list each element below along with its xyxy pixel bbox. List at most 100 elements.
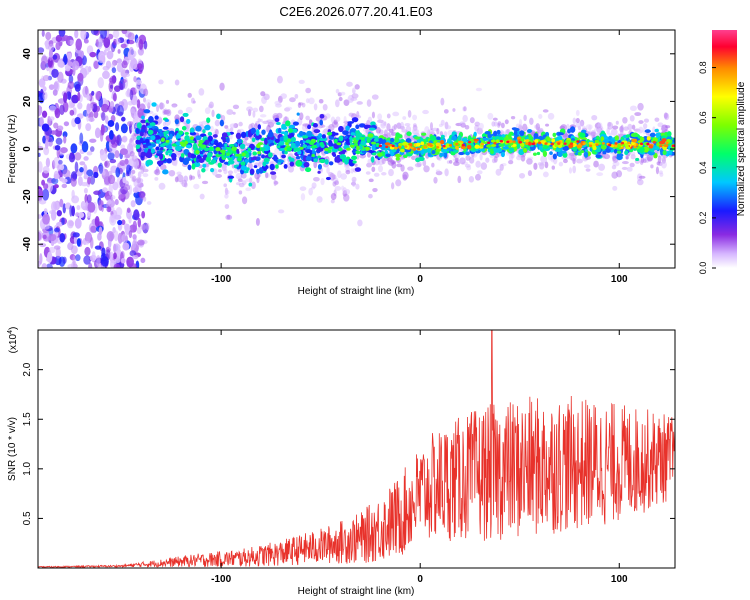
spectrogram-noise-blob	[45, 157, 51, 168]
spectrogram-halo-blob	[313, 176, 320, 182]
spectrogram-noise-blob	[98, 199, 104, 211]
spectrogram-noise-blob	[127, 40, 135, 45]
spectrogram-noise-blob	[120, 78, 127, 84]
spectrogram-peak-blob	[467, 140, 472, 144]
spectrogram-halo-blob	[350, 97, 358, 101]
spectrogram-band-blob	[139, 131, 144, 137]
spectrogram-band-blob	[349, 128, 357, 134]
spectrogram-peak-blob	[525, 142, 529, 145]
spectrogram-band-blob	[264, 139, 268, 146]
spectrogram-halo-blob	[354, 163, 358, 167]
spectrogram-noise-blob	[83, 255, 91, 265]
spectrogram-peak-blob	[461, 143, 465, 147]
spectrogram-halo-blob	[380, 121, 386, 127]
spectrogram-peak-blob	[378, 144, 382, 148]
spectrogram-band-blob	[304, 167, 312, 173]
spectrogram-noise-blob	[137, 217, 142, 228]
spectrogram-band-blob	[280, 131, 286, 135]
spectrogram-halo-blob	[607, 122, 614, 130]
spectrogram-noise-blob	[44, 138, 49, 150]
spectrogram-halo-blob	[650, 164, 654, 169]
spectrogram-core-blob	[398, 142, 403, 147]
spectrogram-core-blob	[367, 133, 374, 138]
spectrogram-core-blob	[208, 146, 214, 150]
spectrogram-band-blob	[465, 151, 470, 156]
spectrogram-noise-blob	[57, 60, 65, 68]
spectrogram-noise-blob	[63, 135, 67, 144]
spectrogram-halo-blob	[226, 109, 234, 116]
spectrogram-band-blob	[217, 162, 223, 168]
spectrogram-halo-blob	[625, 153, 629, 160]
spectrogram-halo-blob	[368, 193, 373, 199]
spectrogram-halo-blob	[174, 159, 178, 167]
spectrogram-core-blob	[324, 147, 329, 152]
spectrogram-band-blob	[552, 132, 557, 137]
spectrogram-halo-blob	[404, 123, 411, 127]
spectrogram-noise-blob	[136, 226, 142, 234]
spectrogram-halo-blob	[590, 130, 596, 135]
spectrogram-peak-blob	[429, 144, 433, 147]
spectrogram-noise-blob	[90, 225, 97, 233]
spectrogram-band-blob	[316, 146, 324, 152]
spectrogram-noise-blob	[55, 34, 62, 43]
spectrogram-halo-blob	[187, 92, 192, 98]
snr-x-ticks: -100 0 100	[211, 330, 628, 585]
spectrogram-halo-blob	[611, 165, 617, 170]
spectrogram-noise-blob	[74, 152, 82, 161]
spectrogram-halo-blob	[453, 161, 460, 167]
spectrogram-core-blob	[313, 158, 318, 163]
spectrogram-peak-blob	[601, 142, 605, 145]
spectrogram-peak-blob	[646, 142, 650, 146]
spectrogram-noise-blob	[63, 121, 70, 127]
spectrogram-halo-blob	[463, 106, 467, 112]
spectrogram-band-blob	[662, 150, 667, 156]
spectrogram-halo-blob	[642, 123, 648, 129]
spectrogram-noise-blob	[52, 89, 58, 96]
spectrogram-noise-blob	[42, 86, 47, 92]
spectrogram-halo-blob	[335, 116, 341, 122]
spectrogram-band-blob	[502, 146, 510, 150]
spectrogram-band-blob	[484, 130, 491, 135]
spectrogram-noise-blob	[38, 161, 43, 173]
spectrogram-band-blob	[317, 155, 322, 159]
spectrogram-core-blob	[364, 146, 371, 151]
spectrogram-band-blob	[250, 127, 257, 135]
spectrogram-noise-blob	[98, 162, 104, 174]
spectrogram-halo-blob	[375, 127, 381, 134]
spectrogram-noise-blob	[98, 226, 103, 236]
spectrogram-noise-blob	[115, 135, 120, 144]
spectrogram-noise-blob	[39, 253, 43, 265]
spectrogram-band-blob	[278, 144, 286, 149]
spectrogram-noise-blob	[50, 209, 57, 221]
spectrogram-peak-blob	[474, 140, 478, 144]
spectrogram-core-blob	[333, 138, 338, 144]
spectrogram-halo-blob	[311, 182, 317, 189]
spectrogram-band-blob	[316, 142, 320, 148]
spectrogram-halo-blob	[131, 155, 138, 162]
spectrogram-band-blob	[446, 138, 452, 145]
spectrogram-noise-blob	[49, 105, 57, 112]
spectrogram-noise-blob	[41, 123, 50, 132]
spectrogram-halo-blob	[214, 119, 220, 127]
spectrogram-noise-blob	[132, 254, 139, 260]
spectrogram-band-blob	[344, 158, 349, 165]
spectrogram-band-blob	[321, 134, 326, 139]
snr-multiplier-exponent: 4	[7, 330, 14, 334]
spectrogram-halo-blob	[518, 118, 523, 127]
spectrogram-band-blob	[262, 161, 267, 167]
spectrogram-noise-blob	[107, 199, 112, 205]
spectrogram-core-blob	[534, 139, 539, 143]
spectrogram-noise-blob	[137, 63, 143, 70]
spectrogram-noise-blob	[57, 125, 64, 131]
spectrogram-core-blob	[284, 150, 288, 155]
spectrogram-core-blob	[309, 141, 315, 146]
spectrogram-core-blob	[568, 143, 574, 149]
spectrogram-core-blob	[215, 153, 221, 158]
spectrogram-noise-blob	[104, 160, 110, 169]
spectrogram-noise-blob	[41, 55, 48, 65]
spectrogram-panel: -100 0 100 -40 -20 0 20 40 Height of straight …	[7, 29, 676, 297]
spectrogram-halo-blob	[246, 100, 252, 104]
spectrogram-noise-blob	[133, 209, 140, 221]
spectrogram-band-blob	[436, 136, 441, 141]
spectrogram-halo-blob	[588, 124, 592, 132]
